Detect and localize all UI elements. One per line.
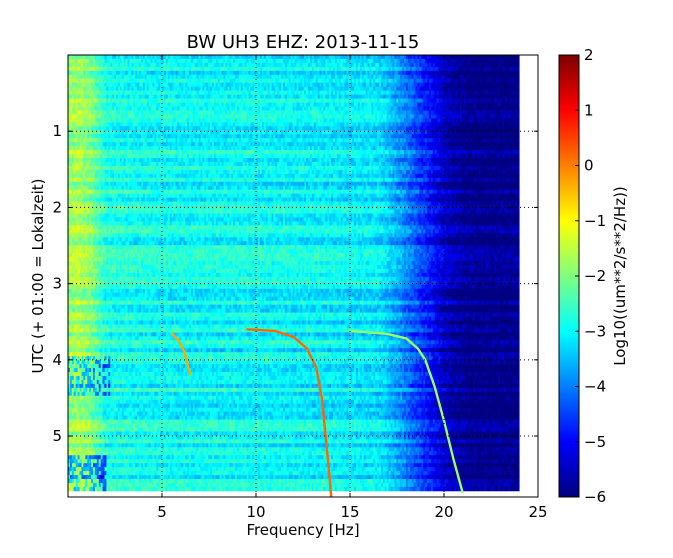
heatmap-cell <box>517 59 519 63</box>
heatmap-cell <box>517 87 519 91</box>
chart-title: BW UH3 EHZ: 2013-11-15 <box>187 32 420 53</box>
heatmap-cell <box>517 55 519 59</box>
heatmap-cell <box>517 126 519 130</box>
heatmap-cell <box>517 91 519 95</box>
heatmap-cell <box>517 83 519 87</box>
heatmap-cell <box>517 130 519 134</box>
heatmap-cell <box>517 95 519 99</box>
heatmap-cell <box>517 71 519 75</box>
heatmap-cells <box>68 55 520 491</box>
heatmap-cell <box>517 110 519 114</box>
heatmap-cell <box>517 114 519 118</box>
heatmap-cell <box>517 75 519 79</box>
heatmap-cell <box>517 118 519 122</box>
heatmap-cell <box>517 122 519 126</box>
heatmap-cell <box>517 134 519 138</box>
heatmap-cell <box>517 67 519 71</box>
heatmap-cell <box>517 79 519 83</box>
heatmap-cell <box>517 63 519 67</box>
heatmap-cell <box>517 103 519 107</box>
heatmap-cell <box>517 107 519 111</box>
heatmap-cell <box>517 99 519 103</box>
